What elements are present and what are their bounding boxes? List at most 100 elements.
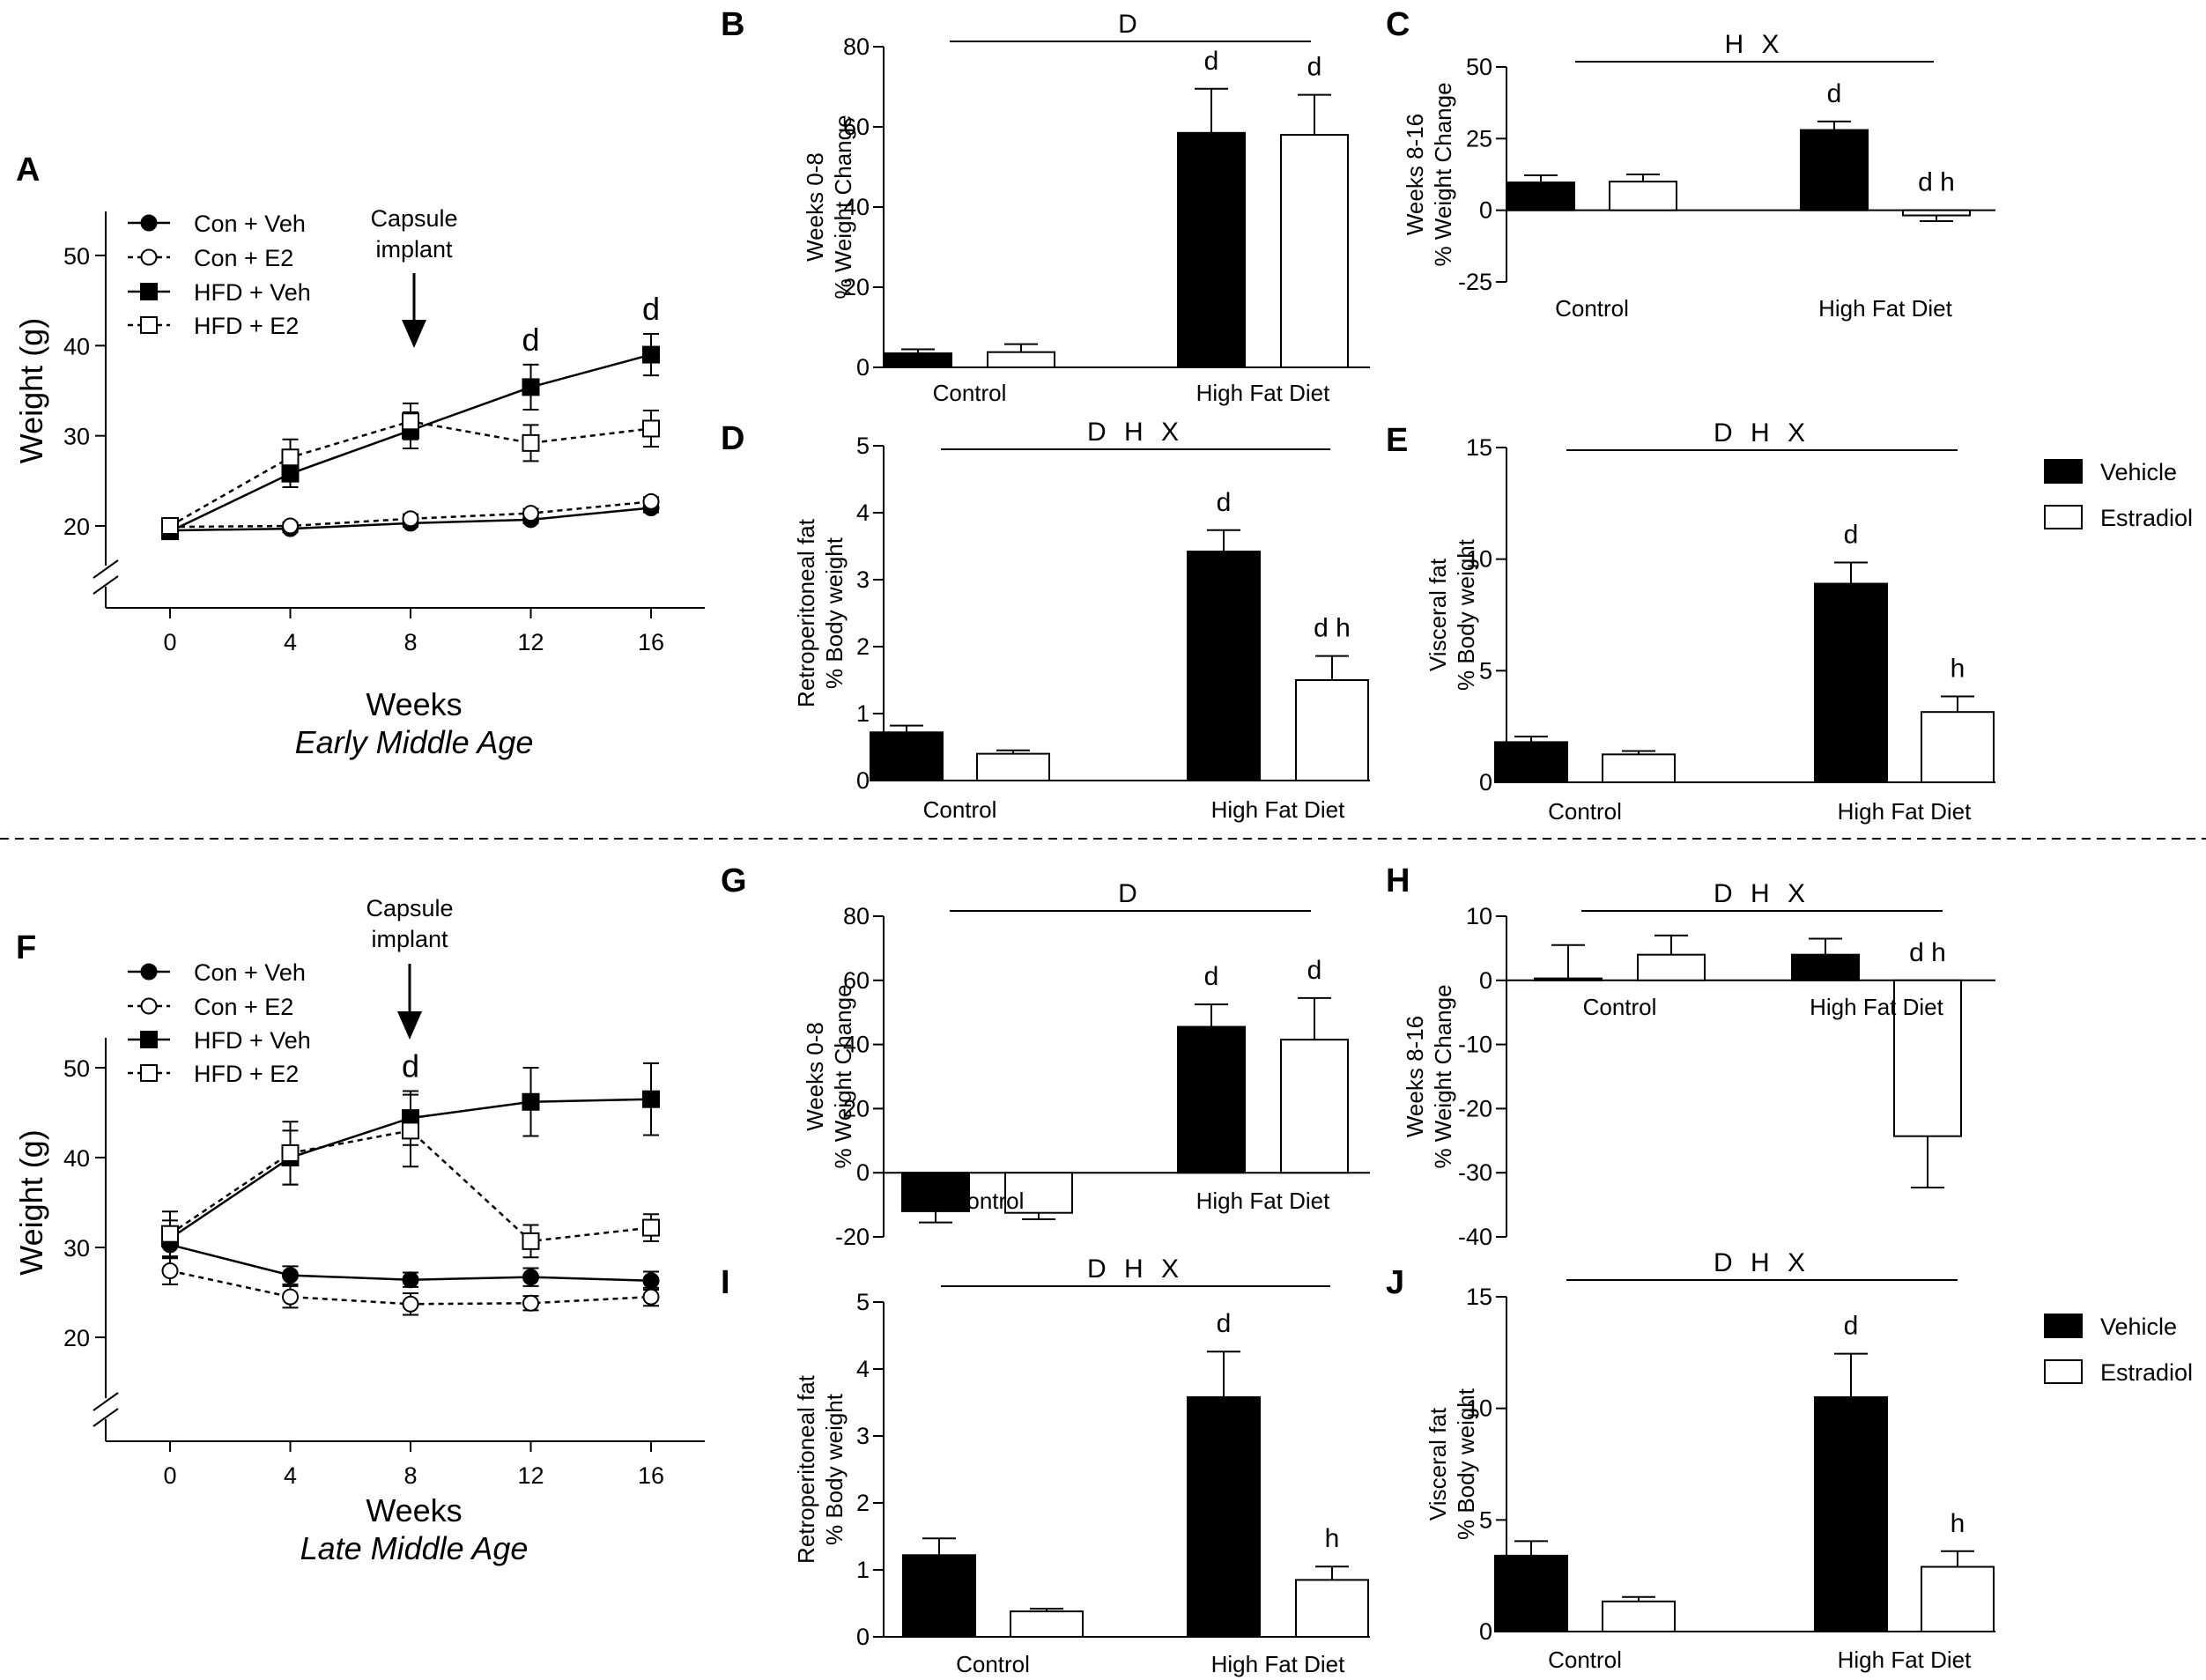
y-tick-label: 0 [1479, 197, 1492, 224]
y-tick-label: 0 [856, 1159, 870, 1186]
legend-label-vehicle: Vehicle [2100, 1314, 2177, 1340]
data-point [642, 1090, 660, 1108]
bar-vehicle-high-fat-diet [1177, 1025, 1246, 1174]
y-tick-label: -40 [1458, 1224, 1492, 1250]
panel-label-A: A [16, 152, 40, 189]
legend-label: HFD + E2 [194, 1061, 299, 1087]
x-tick-label: 0 [163, 1462, 176, 1489]
bar-vehicle-high-fat-diet [1177, 131, 1246, 368]
significance-label: d [1844, 520, 1859, 549]
significance-label: d [1217, 488, 1232, 517]
bar-chart-C: C -25 0 25 50 Control High Fat Diet H X d d h Week… [1386, 6, 1995, 322]
series-hfd-e2 [161, 1093, 660, 1259]
y-axis-title: % Weight Change [830, 115, 856, 299]
y-tick-label: 5 [1479, 657, 1492, 684]
y-tick-label: 2 [856, 1490, 870, 1516]
legend-marker [140, 214, 158, 232]
panel-label-F: F [16, 929, 36, 966]
y-tick-label: 60 [843, 967, 870, 994]
bar-vehicle-control [1534, 977, 1603, 981]
category-label: High Fat Diet [1211, 1651, 1345, 1677]
panel-label-E: E [1386, 422, 1408, 459]
y-tick-label: 4 [856, 1356, 870, 1382]
data-point [282, 517, 299, 535]
legend-entry: HFD + E2 [128, 1061, 299, 1087]
bar-vehicle-control [884, 352, 952, 369]
x-tick-label: 16 [638, 629, 664, 655]
y-tick-label: 20 [843, 1095, 870, 1121]
header-significance: D H X [1087, 1254, 1184, 1284]
series-hfd-e2 [161, 402, 660, 535]
y-tick-label: 50 [1466, 54, 1492, 80]
panel-label-B: B [721, 6, 744, 43]
category-label: High Fat Diet [1838, 1647, 1972, 1673]
y-tick-label: 5 [856, 433, 870, 459]
data-point [161, 1225, 179, 1243]
y-tick-label: 80 [843, 33, 870, 60]
bar-vehicle-control [1506, 181, 1575, 211]
panel-label-I: I [721, 1264, 730, 1301]
y-tick-label: 20 [843, 274, 870, 300]
y-axis-title: Visceral fat [1425, 558, 1451, 671]
panel-label-D: D [721, 420, 744, 457]
bar-vehicle-control [870, 731, 944, 782]
data-point [642, 419, 660, 438]
y-tick-label: 25 [1466, 125, 1492, 152]
y-tick-label: 2 [856, 633, 870, 660]
y-axis-title: Weeks 0-8 [802, 152, 828, 262]
y-tick-label: 1 [856, 1557, 870, 1583]
header-significance: D H X [1087, 418, 1184, 447]
header-significance: D H X [1714, 418, 1810, 448]
panel-label-J: J [1386, 1264, 1404, 1301]
bar-estradiol-high-fat-diet [1295, 1579, 1369, 1639]
data-point [402, 510, 419, 528]
bar-vehicle-high-fat-diet [1800, 129, 1869, 211]
x-tick-label: 4 [284, 1462, 297, 1489]
legend-marker [140, 1064, 158, 1082]
data-point [642, 345, 660, 364]
legend-marker [140, 248, 158, 266]
y-axis-title: % Body weight [1453, 1388, 1479, 1540]
x-axis-title: Weeks [366, 1492, 462, 1528]
bar-chart-I: I 0 1 2 3 4 5 Control High Fat Diet D H X d h Retrop… [721, 1254, 1370, 1677]
bar-vehicle-high-fat-diet [1814, 582, 1888, 783]
y-tick-label: 20 [63, 514, 90, 540]
significance-label: h [1951, 654, 1965, 683]
y-tick-label: 50 [63, 243, 90, 270]
significance-label: d [1844, 1312, 1859, 1341]
category-label: Control [923, 796, 997, 823]
y-tick-label: 1 [856, 700, 870, 727]
axis-break-mark [93, 575, 119, 595]
legend-entry: Con + E2 [128, 245, 293, 271]
y-tick-label: 15 [1466, 434, 1492, 461]
y-tick-label: 10 [1466, 1395, 1492, 1422]
legends-layer: Vehicle Estradiol Vehicle Estradiol [2044, 459, 2193, 1386]
legend-marker [140, 283, 158, 300]
bar-estradiol-control [1609, 181, 1677, 211]
y-tick-label: 15 [1466, 1284, 1492, 1310]
legend-label-estradiol: Estradiol [2100, 1359, 2193, 1386]
category-label: Control [956, 1651, 1030, 1677]
annotation-label: Capsule [366, 895, 453, 921]
significance-label: d [1307, 53, 1322, 82]
bar-vehicle-high-fat-diet [1791, 953, 1860, 981]
bar-estradiol-control [987, 351, 1055, 368]
category-label: Control [1555, 295, 1629, 322]
y-axis-title: Weeks 8-16 [1402, 114, 1428, 235]
y-axis-title: % Weight Change [1430, 82, 1456, 266]
bar-chart-G: G -20 0 20 40 60 80 Control High Fat Diet Dd d Week… [721, 862, 1370, 1250]
y-axis-title: % Weight Change [830, 984, 856, 1168]
legend-entry: HFD + Veh [128, 1027, 311, 1054]
data-point [642, 492, 660, 510]
legend-marker [140, 316, 158, 334]
y-axis-title: Weeks 8-16 [1402, 1016, 1428, 1137]
y-tick-label: 3 [856, 566, 870, 593]
x-tick-label: 12 [517, 629, 544, 655]
bar-estradiol-high-fat-diet [1893, 979, 1962, 1137]
category-label: Control [933, 380, 1007, 406]
y-axis-title: % Weight Change [1430, 984, 1456, 1168]
category-label: High Fat Diet [1810, 994, 1943, 1020]
bar-chart-B: B 0 20 40 60 80 Control High Fat Diet Dd d Weeks 0… [721, 6, 1370, 406]
chart-caption: Early Middle Age [295, 724, 534, 760]
